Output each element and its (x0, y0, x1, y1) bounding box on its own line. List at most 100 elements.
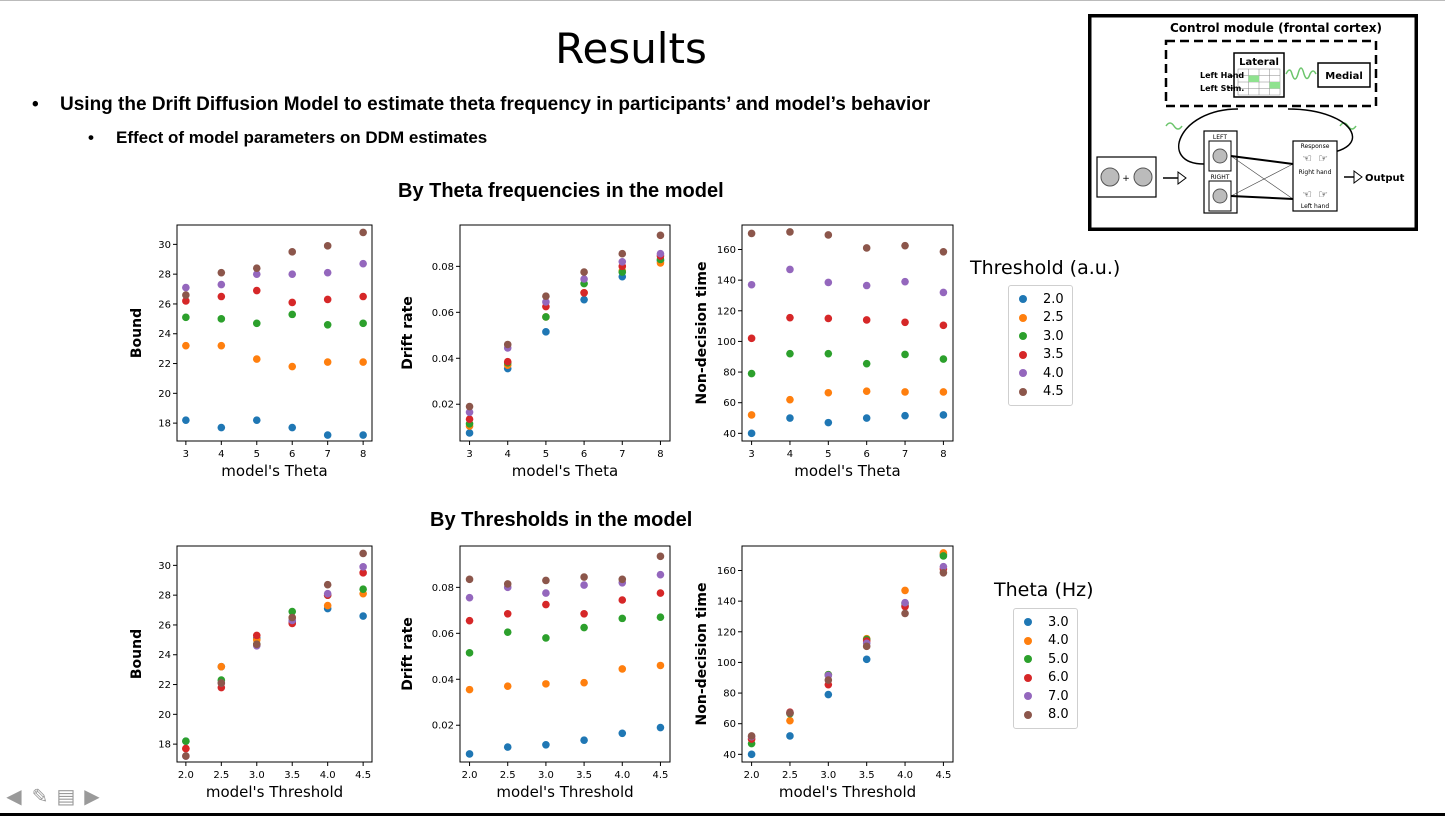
arrow-right-icon[interactable]: ▶ (84, 786, 100, 808)
y-tick-label: 120 (717, 306, 736, 317)
bullet-dot: • (32, 94, 39, 115)
scatter-chart: 2.0 2.5 3.0 3.5 4.0 4.5 40 60 80 100 120 140 160 mode… (694, 545, 954, 801)
data-point (359, 431, 367, 439)
data-point (182, 283, 190, 292)
legend-label: 7.0 (1048, 688, 1069, 704)
data-point (656, 249, 665, 258)
y-tick-label: 22 (158, 359, 171, 370)
hand-icon: ☜ (1302, 188, 1312, 201)
data-point (323, 589, 332, 598)
data-point (786, 349, 794, 358)
grating-left-icon (1100, 167, 1120, 187)
data-point (252, 642, 261, 650)
feedback-arrow (1177, 108, 1239, 165)
data-point (580, 623, 588, 632)
x-tick-label: 4 (218, 449, 224, 460)
data-point (786, 709, 794, 717)
x-tick-label: 7 (324, 449, 330, 460)
data-point (824, 314, 833, 323)
data-point (503, 357, 512, 366)
hand-icon: ☜ (1302, 152, 1312, 165)
notes-icon[interactable]: ▤ (56, 786, 76, 808)
legend-swatch (1024, 710, 1032, 719)
data-point (182, 752, 190, 760)
scatter-chart: 3 4 5 6 7 8 18 20 22 24 26 28 30 model's Theta Bound (129, 224, 373, 480)
y-tick-label: 0.04 (432, 675, 454, 686)
data-point (939, 550, 948, 559)
data-point (939, 355, 948, 363)
legend-label: 3.5 (1043, 347, 1064, 363)
data-point (288, 248, 297, 256)
x-tick-label: 2.5 (782, 770, 798, 781)
control-module-diagram: Control module (frontal cortex) Lateral … (1088, 14, 1418, 231)
data-point (359, 292, 367, 301)
data-point (503, 359, 512, 367)
x-tick-label: 7 (902, 449, 908, 460)
data-point (656, 570, 665, 579)
legend-label: 3.0 (1043, 328, 1064, 344)
data-point (359, 569, 367, 577)
grating-right-icon (1133, 167, 1153, 187)
data-point (542, 298, 550, 306)
pencil-icon[interactable]: ✎ (31, 786, 49, 808)
legend-item: 8.0 (1024, 706, 1069, 725)
x-tick-label: 3.5 (576, 770, 592, 781)
x-tick-label: 2.5 (213, 770, 229, 781)
right-label: RIGHT (1211, 174, 1230, 181)
data-point (465, 685, 474, 694)
legend-label: 2.5 (1043, 310, 1064, 326)
data-point (217, 676, 226, 684)
data-point (824, 418, 833, 427)
data-point (618, 596, 627, 604)
data-point (288, 423, 297, 432)
data-point (252, 634, 261, 643)
data-point (465, 750, 474, 758)
data-point (359, 549, 367, 558)
slide-title: Results (555, 24, 707, 73)
data-point (747, 429, 756, 438)
data-point (359, 612, 367, 620)
lateral-label: Lateral (1239, 57, 1279, 68)
legend-item: 4.0 (1024, 632, 1069, 651)
arrow-left-icon[interactable]: ◀ (6, 786, 22, 808)
data-point (901, 609, 909, 618)
x-tick-label: 5 (825, 449, 831, 460)
data-point (824, 690, 833, 699)
left-stim-label: Left Stim. (1200, 84, 1244, 93)
data-point (252, 319, 261, 328)
bullet-main-text: Using the Drift Diffusion Model to estim… (60, 94, 931, 115)
legend-item: 3.5 (1019, 346, 1064, 365)
legend-swatch (1019, 295, 1027, 304)
x-tick-label: 2.0 (744, 770, 760, 781)
data-point (359, 585, 367, 593)
y-tick-label: 60 (723, 398, 736, 409)
data-point (939, 388, 948, 396)
left-hand-label: Left Hand (1200, 71, 1244, 80)
legend-swatch (1019, 387, 1027, 396)
bullet-sub-text: Effect of model parameters on DDM estima… (116, 128, 488, 147)
data-point (824, 670, 833, 679)
data-point (323, 268, 332, 277)
data-point (359, 563, 367, 571)
data-point (656, 255, 665, 264)
data-point (580, 295, 588, 304)
data-point (656, 589, 665, 597)
legend-item: 6.0 (1024, 669, 1069, 688)
data-point (217, 662, 226, 671)
medial-label: Medial (1325, 71, 1363, 82)
x-tick-label: 4.5 (355, 770, 371, 781)
data-point (618, 575, 627, 584)
data-point (465, 415, 474, 423)
response-module-box (1292, 140, 1338, 212)
data-point (862, 639, 871, 648)
theta-wave-icon (1165, 122, 1183, 130)
data-point (323, 580, 332, 589)
data-point (288, 362, 297, 371)
bullet-main: • Using the Drift Diffusion Model to esti… (32, 94, 930, 116)
data-point (542, 600, 550, 609)
y-tick-label: 20 (158, 389, 171, 400)
x-tick-label: 4.0 (897, 770, 913, 781)
x-tick-label: 8 (657, 449, 663, 460)
data-point (786, 709, 794, 718)
